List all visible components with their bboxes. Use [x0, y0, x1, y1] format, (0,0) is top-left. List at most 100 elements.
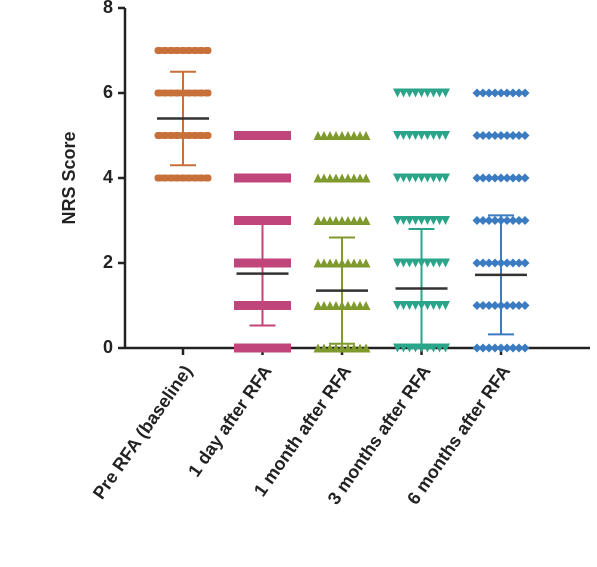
point	[313, 343, 323, 353]
point	[282, 216, 291, 225]
point	[508, 343, 518, 353]
point	[435, 216, 444, 225]
point	[441, 131, 450, 140]
point	[423, 131, 432, 140]
point	[234, 216, 243, 225]
point	[361, 131, 371, 140]
point	[282, 301, 291, 310]
point	[240, 216, 249, 225]
y-tick-label: 4	[103, 167, 113, 187]
point	[435, 173, 444, 183]
point	[411, 131, 420, 140]
point	[520, 301, 530, 310]
point	[441, 343, 450, 353]
point	[319, 216, 329, 225]
point	[490, 216, 500, 225]
point	[472, 301, 482, 310]
point	[393, 343, 402, 353]
point	[252, 131, 261, 140]
point	[429, 216, 438, 225]
y-axis-label: NRS Score	[59, 131, 79, 224]
point	[202, 132, 212, 139]
point	[484, 343, 494, 353]
point	[319, 173, 329, 183]
point	[508, 173, 518, 183]
point	[514, 88, 524, 98]
point	[417, 173, 426, 183]
point	[417, 88, 426, 98]
point	[264, 131, 273, 140]
point	[325, 131, 335, 140]
point	[423, 301, 432, 310]
point	[325, 343, 335, 353]
point	[423, 88, 432, 98]
point	[355, 301, 365, 310]
point	[337, 216, 347, 225]
y-tick-label: 0	[103, 337, 113, 357]
point	[496, 343, 506, 353]
point	[325, 258, 335, 268]
point	[405, 131, 414, 140]
point	[478, 343, 488, 353]
point	[331, 216, 341, 225]
point	[319, 131, 329, 140]
point	[472, 131, 482, 140]
point	[508, 131, 518, 140]
point	[423, 258, 432, 268]
point	[319, 301, 329, 310]
point	[337, 173, 347, 183]
point	[411, 301, 420, 310]
point	[343, 173, 353, 183]
point	[490, 301, 500, 310]
point	[484, 216, 494, 225]
point	[429, 131, 438, 140]
point	[313, 258, 323, 268]
point	[361, 173, 371, 183]
point	[490, 88, 500, 98]
point	[325, 301, 335, 310]
point	[478, 258, 488, 268]
point	[508, 88, 518, 98]
point	[490, 343, 500, 353]
point	[282, 173, 291, 183]
point	[478, 216, 488, 225]
point	[202, 47, 212, 54]
point	[478, 88, 488, 98]
point	[331, 301, 341, 310]
point	[472, 343, 482, 353]
point	[246, 131, 255, 140]
point	[343, 131, 353, 140]
point	[234, 131, 243, 140]
point	[246, 343, 255, 353]
point	[502, 258, 512, 268]
point	[355, 343, 365, 353]
point	[264, 301, 273, 310]
point	[349, 216, 359, 225]
point	[331, 343, 341, 353]
point	[325, 216, 335, 225]
point	[441, 216, 450, 225]
point	[258, 216, 267, 225]
point	[417, 131, 426, 140]
point	[202, 174, 212, 182]
point	[252, 343, 261, 353]
point	[349, 258, 359, 268]
point	[411, 173, 420, 183]
point	[252, 301, 261, 310]
point	[361, 258, 371, 268]
point	[496, 173, 506, 183]
point	[270, 258, 279, 268]
point	[270, 301, 279, 310]
point	[514, 343, 524, 353]
point	[399, 131, 408, 140]
point	[399, 301, 408, 310]
point	[490, 258, 500, 268]
point	[411, 216, 420, 225]
point	[331, 258, 341, 268]
point	[490, 173, 500, 183]
y-tick-label: 2	[103, 252, 113, 272]
point	[258, 173, 267, 183]
point	[399, 258, 408, 268]
point	[411, 88, 420, 98]
point	[429, 88, 438, 98]
